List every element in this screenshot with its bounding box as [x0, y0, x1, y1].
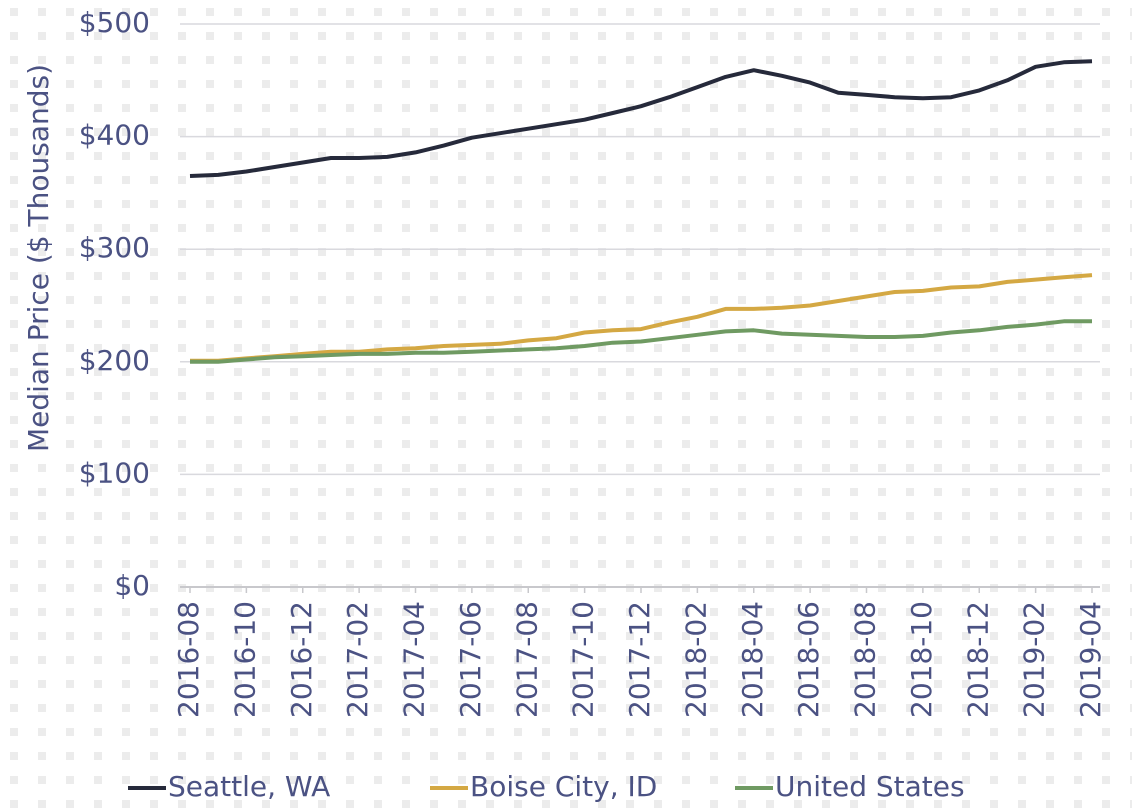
x-tick-label: 2017-02 [341, 601, 374, 718]
series-line [190, 273, 1093, 363]
x-tick-label: 2017-08 [510, 601, 543, 718]
y-tick-label: $100 [79, 456, 150, 489]
y-axis-label: Median Price ($ Thousands) [22, 64, 55, 452]
x-tick-label: 2016-12 [285, 601, 318, 718]
x-tick-label: 2018-04 [736, 601, 769, 718]
x-tick-label: 2018-06 [792, 601, 825, 718]
x-tick-label: 2019-04 [1074, 601, 1107, 718]
series-line [189, 59, 1093, 178]
x-tick-label: 2017-10 [567, 601, 600, 718]
y-tick-label: $500 [79, 6, 150, 39]
x-tick-label: 2018-08 [849, 601, 882, 718]
y-tick-label: $400 [79, 119, 150, 152]
x-tick-label: 2017-06 [454, 601, 487, 718]
legend-label: Boise City, ID [470, 770, 657, 803]
y-tick-label: $200 [79, 344, 150, 377]
x-tick-label: 2018-12 [961, 601, 994, 718]
x-tick-label: 2018-02 [679, 601, 712, 718]
legend-label: Seattle, WA [168, 770, 330, 803]
y-tick-label: $300 [79, 231, 150, 264]
legend-label: United States [775, 770, 965, 803]
x-tick-label: 2018-10 [905, 601, 938, 718]
x-tick-label: 2017-04 [398, 601, 431, 718]
x-tick-label: 2019-02 [1018, 601, 1051, 718]
y-tick-label: $0 [114, 569, 150, 602]
x-tick-label: 2016-10 [228, 601, 261, 718]
series-line [190, 319, 1092, 364]
x-tick-label: 2017-12 [623, 601, 656, 718]
x-tick-label: 2016-08 [172, 601, 205, 718]
